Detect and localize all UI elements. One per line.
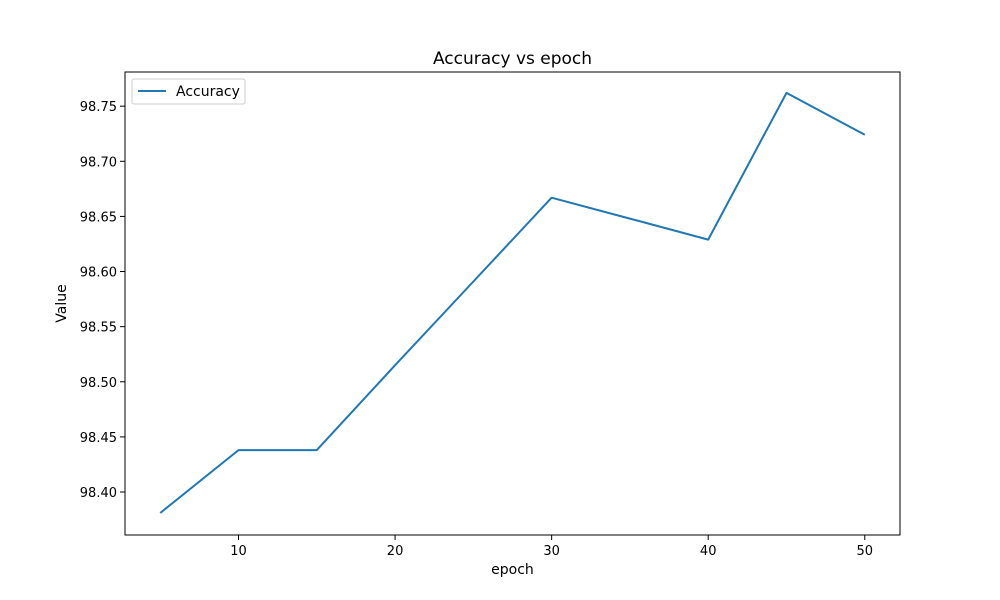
plot-area-frame xyxy=(124,71,901,536)
series-line-accuracy xyxy=(159,91,866,514)
y-tick-label: 98.65 xyxy=(80,210,117,225)
x-tick-label: 50 xyxy=(856,544,873,559)
legend-label: Accuracy xyxy=(176,84,240,100)
chart-title: Accuracy vs epoch xyxy=(433,49,592,69)
x-tick-label: 40 xyxy=(700,544,717,559)
legend: Accuracy xyxy=(131,78,246,105)
x-tick-label: 10 xyxy=(230,544,247,559)
y-tick-label: 98.75 xyxy=(80,100,117,115)
x-tick-label: 20 xyxy=(387,544,404,559)
x-axis-label: epoch xyxy=(491,562,534,578)
x-axis-ticks: 10 20 30 40 50 xyxy=(230,535,873,559)
y-tick-label: 98.55 xyxy=(80,321,117,336)
legend-box xyxy=(131,78,246,105)
y-tick-label: 98.50 xyxy=(80,376,117,391)
y-tick-label: 98.70 xyxy=(80,155,117,170)
y-tick-label: 98.60 xyxy=(80,266,117,281)
y-tick-label: 98.45 xyxy=(80,431,117,446)
x-tick-label: 30 xyxy=(543,544,560,559)
y-axis-ticks: 98.40 98.45 98.50 98.55 98.60 98.65 98.70 98.75 xyxy=(80,100,125,501)
y-tick-label: 98.40 xyxy=(80,486,117,501)
series-layer xyxy=(159,91,866,514)
y-axis-label: Value xyxy=(54,284,70,322)
